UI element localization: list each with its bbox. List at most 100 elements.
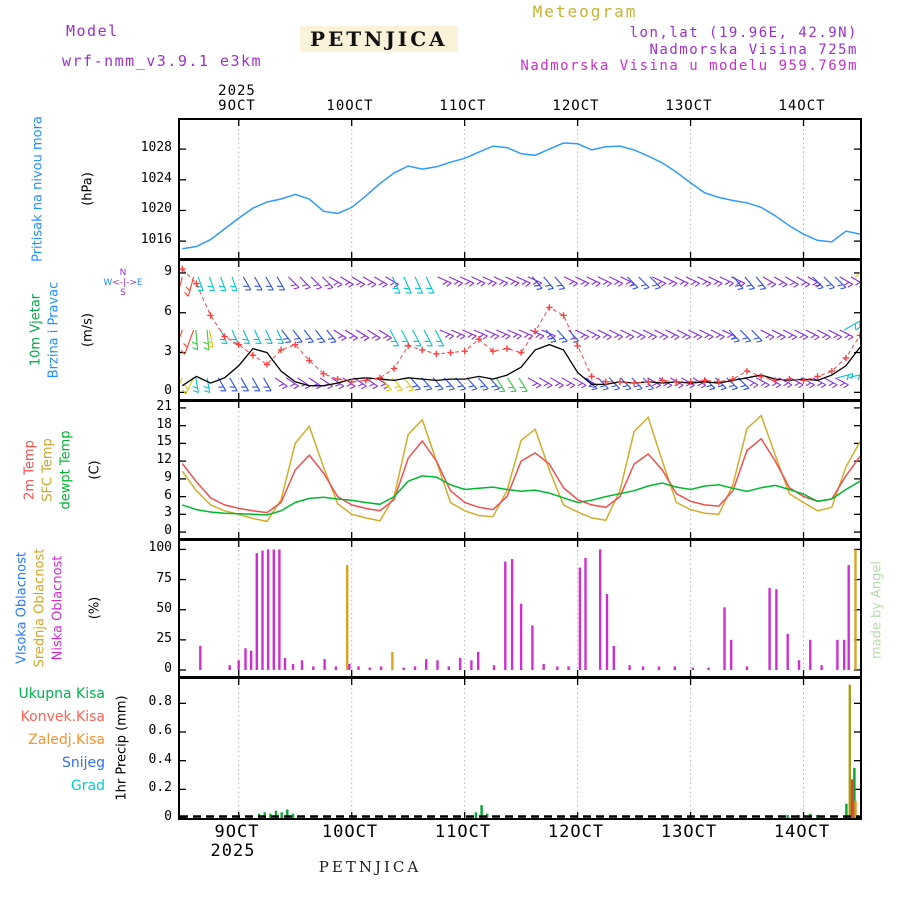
- cloud-bar: [199, 645, 202, 670]
- cloud-ytick-label: 50: [156, 600, 172, 616]
- precip-bar: [845, 803, 848, 818]
- bottom-axis-day-label: 9OCT: [214, 822, 260, 842]
- wind-barb: [545, 329, 557, 342]
- wind-barb: [649, 276, 661, 288]
- wind-barb-flag: [689, 384, 695, 389]
- cloud-bar: [492, 665, 496, 670]
- wind-compass: N W<-|->E S: [100, 268, 146, 298]
- wind-barb: [281, 329, 292, 343]
- precip-legend-convective: Konvek.Kisa: [20, 709, 105, 725]
- precip-ytick-label: 0.4: [148, 751, 172, 767]
- temp-2m-line: [181, 437, 860, 514]
- wind-barb-flag: [717, 282, 723, 287]
- cloud-axis-label-mid: Srednja Oblacnost: [32, 548, 48, 668]
- precip-bar: [786, 815, 789, 818]
- cloud-axis-label-low: Niska Oblacnost: [50, 555, 66, 661]
- cloud-ytick-label: 0: [164, 660, 172, 676]
- wind-barb-flag: [460, 335, 466, 340]
- wind-barb: [794, 329, 809, 338]
- cloud-bar: [707, 667, 710, 670]
- wind-barb-flag: [197, 289, 204, 292]
- top-axis-day-label: 9OCT: [218, 98, 256, 114]
- cloud-panel: [178, 539, 862, 678]
- wind-barb: [575, 276, 590, 284]
- wind-barb-flag: [636, 334, 642, 339]
- wind-barb: [782, 329, 797, 338]
- wind-barb: [254, 276, 263, 291]
- wind-barb-flag: [192, 385, 198, 389]
- wind-barb-flag: [770, 283, 777, 288]
- temp-ytick-label: 3: [164, 505, 172, 521]
- wind-barb-flag: [533, 284, 540, 287]
- wind-barb-flag: [717, 384, 724, 388]
- wind-barb: [620, 377, 632, 389]
- compass-arrows: <-|->: [112, 278, 137, 288]
- wind-barb-flag: [595, 282, 601, 287]
- wind-barb: [575, 329, 590, 338]
- temp-ytick-label: 12: [156, 452, 172, 468]
- wind-barb: [699, 329, 714, 338]
- wind-barb-flag: [277, 342, 284, 345]
- wind-barb-flag: [694, 282, 700, 287]
- wind-barb-flag: [683, 282, 689, 287]
- wind-barb-flag: [220, 289, 226, 292]
- wind-gust-markers: [180, 265, 860, 387]
- temp-grid: [180, 402, 860, 538]
- cloud-bar: [691, 667, 694, 670]
- wind-barb-flag: [724, 281, 731, 286]
- wind-barb-flag: [385, 389, 392, 392]
- wind-barb-flag: [734, 284, 741, 287]
- wind-barb-flag: [330, 341, 337, 344]
- wind-barb-flag: [569, 384, 576, 389]
- wind-barb: [482, 276, 497, 284]
- wind-barb-flag: [690, 281, 697, 286]
- wind-barb: [180, 377, 183, 385]
- wind-barb-flag: [278, 383, 285, 387]
- wind-barb-flag: [825, 336, 831, 341]
- wind-barb: [739, 329, 752, 342]
- temp-chart: [180, 402, 860, 538]
- wind-barb-flag: [666, 384, 673, 389]
- temp-panel: [178, 400, 862, 540]
- watermark: made by Angel: [869, 560, 885, 660]
- wind-axis-label-2: Brzina i Pravac: [46, 281, 62, 379]
- wind-barb-flag: [316, 337, 323, 340]
- precip-ytick-label: 0.2: [148, 780, 172, 796]
- wind-barb: [855, 272, 860, 278]
- wind-barb-flag: [591, 281, 597, 286]
- wind-barb-flag: [307, 341, 314, 344]
- wind-barb-flag: [760, 382, 766, 387]
- wind-barb-flag: [826, 284, 832, 287]
- wind-barb: [265, 329, 273, 344]
- cloud-bar: [673, 666, 676, 670]
- wind-barb-flag: [847, 283, 853, 288]
- temp-ytick-label: 6: [164, 487, 172, 503]
- wind-barb: [823, 276, 835, 288]
- wind-barb: [516, 276, 531, 284]
- wind-barb-flag: [802, 336, 809, 341]
- cloud-bar: [334, 666, 338, 670]
- wind-barb-flag: [668, 281, 674, 286]
- wind-barb-flag: [706, 384, 713, 388]
- cloud-bar: [730, 639, 733, 670]
- wind-barb: [771, 329, 786, 338]
- wind-speed-line: [181, 343, 860, 387]
- wind-ytick-label: 6: [164, 303, 172, 319]
- top-axis-day-label: 13OCT: [665, 98, 713, 114]
- wind-barb-flag: [304, 385, 311, 390]
- wind-barb: [308, 377, 322, 387]
- wind-barb-flag: [858, 286, 860, 288]
- wind-barb-flag: [643, 286, 650, 290]
- cloud-bar: [266, 549, 270, 670]
- cloud-bar: [436, 660, 439, 670]
- wind-barb: [362, 276, 377, 285]
- wind-barb-flag: [655, 384, 661, 389]
- wind-barb-flag: [209, 289, 215, 292]
- model-label: Model: [66, 22, 119, 40]
- cloud-bar: [775, 589, 778, 670]
- wind-barb-flag: [547, 337, 554, 340]
- wind-barb-flag: [672, 282, 678, 287]
- wind-barb-flag: [426, 388, 432, 391]
- wind-barb-flag: [765, 334, 771, 339]
